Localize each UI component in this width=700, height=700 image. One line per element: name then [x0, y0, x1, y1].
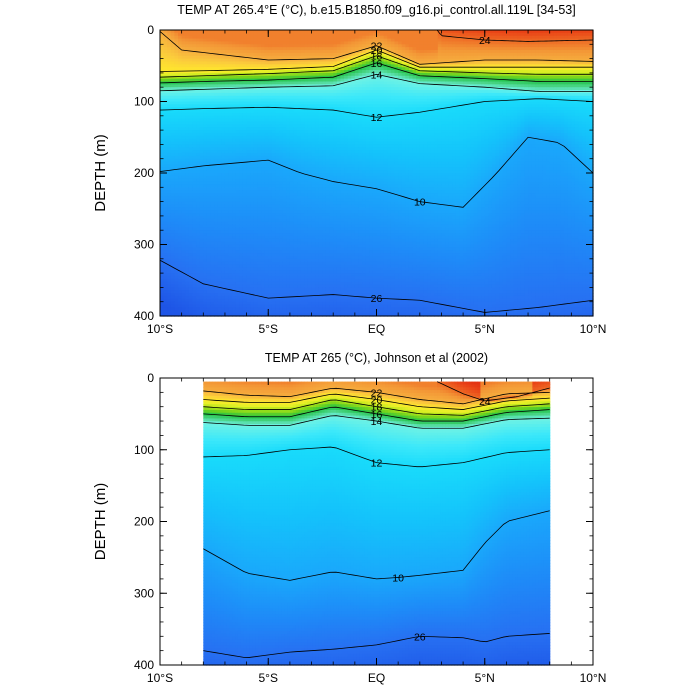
panel-title: TEMP AT 265.4°E (°C), b.e15.B1850.f09_g1… — [177, 3, 575, 17]
panel-model: TEMP AT 265.4°E (°C), b.e15.B1850.f09_g1… — [92, 3, 606, 336]
y-axis-label: DEPTH (m) — [92, 134, 109, 212]
